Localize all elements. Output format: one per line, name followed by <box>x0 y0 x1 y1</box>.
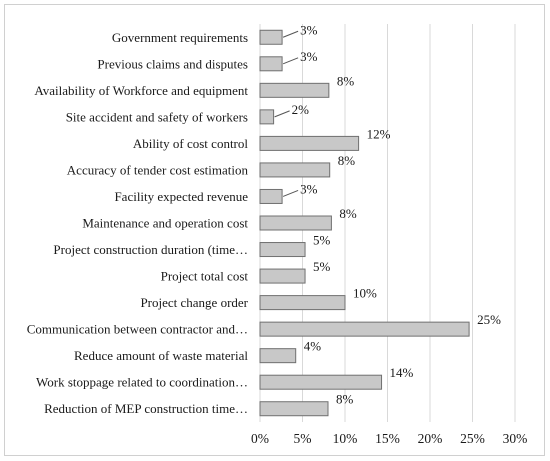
category-label: Site accident and safety of workers <box>66 109 248 124</box>
data-label: 4% <box>304 339 322 354</box>
category-label: Project change order <box>140 295 248 310</box>
category-label: Accuracy of tender cost estimation <box>67 162 249 177</box>
bar <box>259 162 331 178</box>
x-tick-label: 10% <box>333 431 358 446</box>
data-label: 5% <box>313 233 331 248</box>
x-tick-label: 0% <box>251 431 269 446</box>
leader-line <box>274 110 290 118</box>
bar <box>259 348 297 364</box>
category-label: Previous claims and disputes <box>97 56 248 71</box>
x-tick-label: 5% <box>294 431 312 446</box>
bar <box>259 268 306 284</box>
data-label: 2% <box>292 102 310 117</box>
bar <box>259 321 470 337</box>
bar <box>259 135 360 151</box>
category-label: Reduce amount of waste material <box>74 348 248 363</box>
x-tick-label: 15% <box>375 431 400 446</box>
x-tick-label: 30% <box>503 431 528 446</box>
bar <box>259 29 283 45</box>
bar <box>259 215 332 231</box>
leader-line <box>282 190 299 197</box>
data-label: 14% <box>390 365 414 380</box>
bar <box>259 188 283 204</box>
leader-line <box>282 57 299 65</box>
category-label: Project total cost <box>161 269 249 284</box>
category-label: Communication between contractor and… <box>27 322 248 337</box>
data-label: 3% <box>300 181 318 196</box>
category-label: Work stoppage related to coordination… <box>36 375 248 390</box>
data-label: 5% <box>313 259 331 274</box>
data-label: 25% <box>477 312 501 327</box>
category-label: Government requirements <box>112 30 248 45</box>
bar <box>259 295 346 311</box>
leader-line <box>282 30 299 38</box>
category-label: Reduction of MEP construction time… <box>44 401 248 416</box>
data-label: 3% <box>300 49 318 64</box>
x-tick-label: 25% <box>460 431 485 446</box>
data-label: 8% <box>339 206 357 221</box>
bar <box>259 82 330 98</box>
data-label: 3% <box>300 22 318 37</box>
bar <box>259 242 306 258</box>
data-label: 8% <box>338 153 356 168</box>
category-label: Project construction duration (time… <box>53 242 248 257</box>
data-label: 12% <box>367 126 391 141</box>
bar <box>259 374 383 390</box>
bar <box>259 109 275 125</box>
bar <box>259 56 283 72</box>
bar <box>259 401 329 417</box>
data-label: 8% <box>336 392 354 407</box>
category-label: Maintenance and operation cost <box>82 216 248 231</box>
category-label: Facility expected revenue <box>114 189 248 204</box>
data-label: 10% <box>353 286 377 301</box>
category-label: Ability of cost control <box>133 136 249 151</box>
x-tick-label: 20% <box>418 431 443 446</box>
data-label: 8% <box>337 73 355 88</box>
category-label: Availability of Workforce and equipment <box>34 83 248 98</box>
